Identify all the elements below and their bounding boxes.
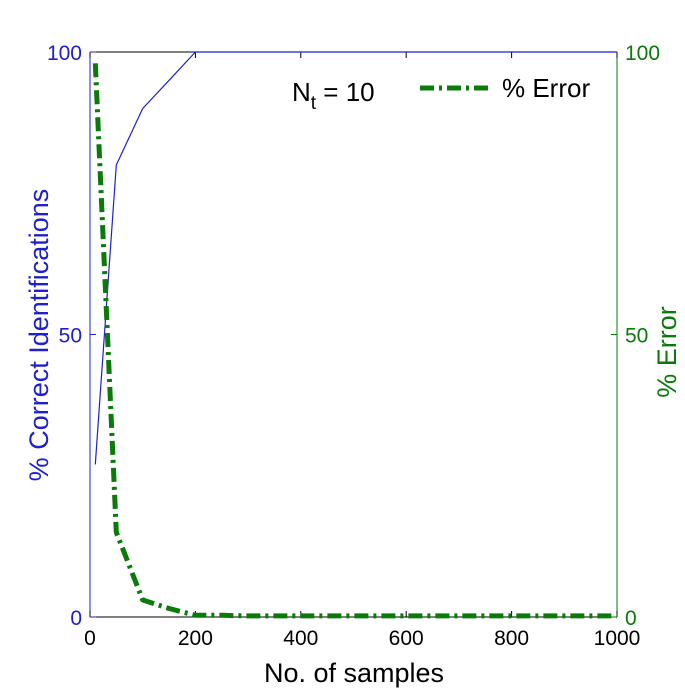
left-axis-label: % Correct Identifications [24, 189, 54, 482]
legend: % Error [420, 73, 590, 103]
x-axis-label: No. of samples [264, 658, 444, 688]
series-lines [92, 51, 617, 619]
annotation-base: N [292, 77, 311, 107]
x-tick-label: 800 [494, 627, 529, 650]
right-tick-label: 50 [625, 325, 648, 348]
left-tick-label: 100 [47, 42, 82, 65]
right-axis-label: % Error [652, 306, 682, 398]
right-tick-label: 100 [625, 42, 660, 65]
left-tick-label: 50 [59, 325, 82, 348]
right-tick-label: 0 [625, 607, 637, 630]
left-axis-ticks: 0 50 100 [47, 42, 96, 630]
x-tick-label: 200 [178, 627, 213, 650]
x-tick-label: 600 [389, 627, 424, 650]
x-tick-label: 400 [283, 627, 318, 650]
legend-label-error: % Error [502, 73, 590, 103]
x-tick-label: 0 [84, 627, 96, 650]
annotation-subscript: t [311, 93, 317, 114]
series-error-line [92, 63, 617, 619]
annotation-nt: Nt = 10 [292, 77, 375, 114]
x-tick-label: 1000 [594, 627, 641, 650]
series-correct-identifications-line [94, 51, 617, 465]
x-axis-ticks: 0 200 400 600 800 1000 [84, 52, 640, 650]
right-axis-ticks: 0 50 100 [611, 42, 660, 630]
annotation-rest: = 10 [316, 77, 375, 107]
left-tick-label: 0 [70, 607, 82, 630]
